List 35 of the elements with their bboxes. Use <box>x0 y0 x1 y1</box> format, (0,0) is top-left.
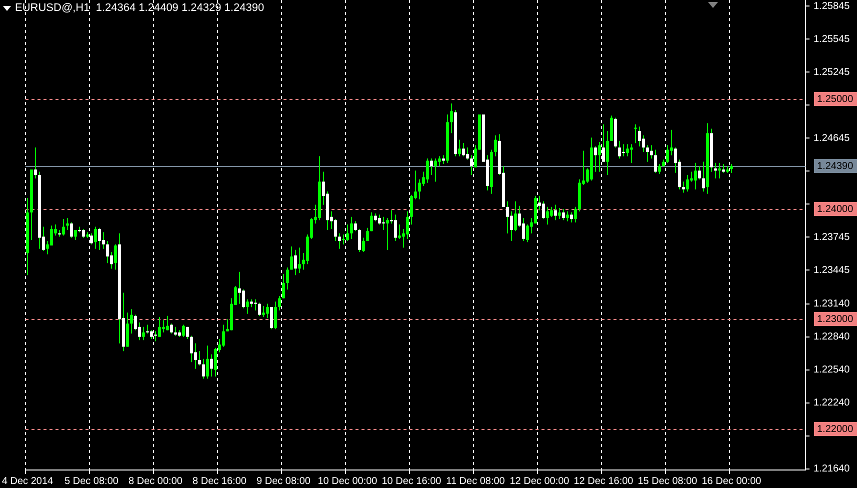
y-tick-label: 1.24645 <box>814 132 850 144</box>
candlestick <box>146 324 149 334</box>
y-tick-label: 1.22540 <box>814 364 850 376</box>
x-tick-label: 16 Dec 00:00 <box>702 476 762 487</box>
y-tick-label: 1.23445 <box>814 264 850 276</box>
x-tick-label: 4 Dec 2014 <box>2 476 54 487</box>
y-tick-label: 1.23745 <box>814 232 850 243</box>
x-tick-label: 5 Dec 08:00 <box>64 476 119 487</box>
ref-line-label: 1.24390 <box>817 160 854 172</box>
y-tick-label: 1.25545 <box>814 34 850 45</box>
x-tick-label: 12 Dec 00:00 <box>510 476 570 487</box>
candlestick <box>382 216 385 230</box>
y-tick-label: 1.22240 <box>814 398 850 409</box>
ref-line-label: 1.25000 <box>817 94 854 105</box>
y-tick-label: 1.22840 <box>814 332 850 343</box>
y-tick-label: 1.23140 <box>814 298 850 310</box>
x-tick-label: 10 Dec 00:00 <box>318 476 378 487</box>
x-tick-label: 8 Dec 00:00 <box>128 476 183 487</box>
x-tick-label: 8 Dec 16:00 <box>192 476 247 487</box>
y-tick-label: 1.25845 <box>814 0 850 12</box>
ref-line-label: 1.22000 <box>817 424 854 436</box>
candlestick <box>634 124 637 144</box>
y-tick-label: 1.21640 <box>814 464 850 475</box>
x-tick-label: 15 Dec 08:00 <box>638 476 698 487</box>
candlestick <box>342 234 345 244</box>
y-tick-label: 1.25245 <box>814 66 850 78</box>
candlestick <box>622 144 625 156</box>
x-tick-label: 11 Dec 08:00 <box>446 476 506 487</box>
ref-line-label: 1.24000 <box>817 204 854 215</box>
chart-title: EURUSD@,H1 1.24364 1.24409 1.24329 1.24390 <box>15 2 264 15</box>
candlestick <box>630 144 633 163</box>
x-tick-label: 12 Dec 16:00 <box>574 476 634 487</box>
x-tick-label: 10 Dec 16:00 <box>382 476 442 487</box>
ref-line-label: 1.23000 <box>817 314 854 325</box>
x-tick-label: 9 Dec 08:00 <box>256 476 311 487</box>
